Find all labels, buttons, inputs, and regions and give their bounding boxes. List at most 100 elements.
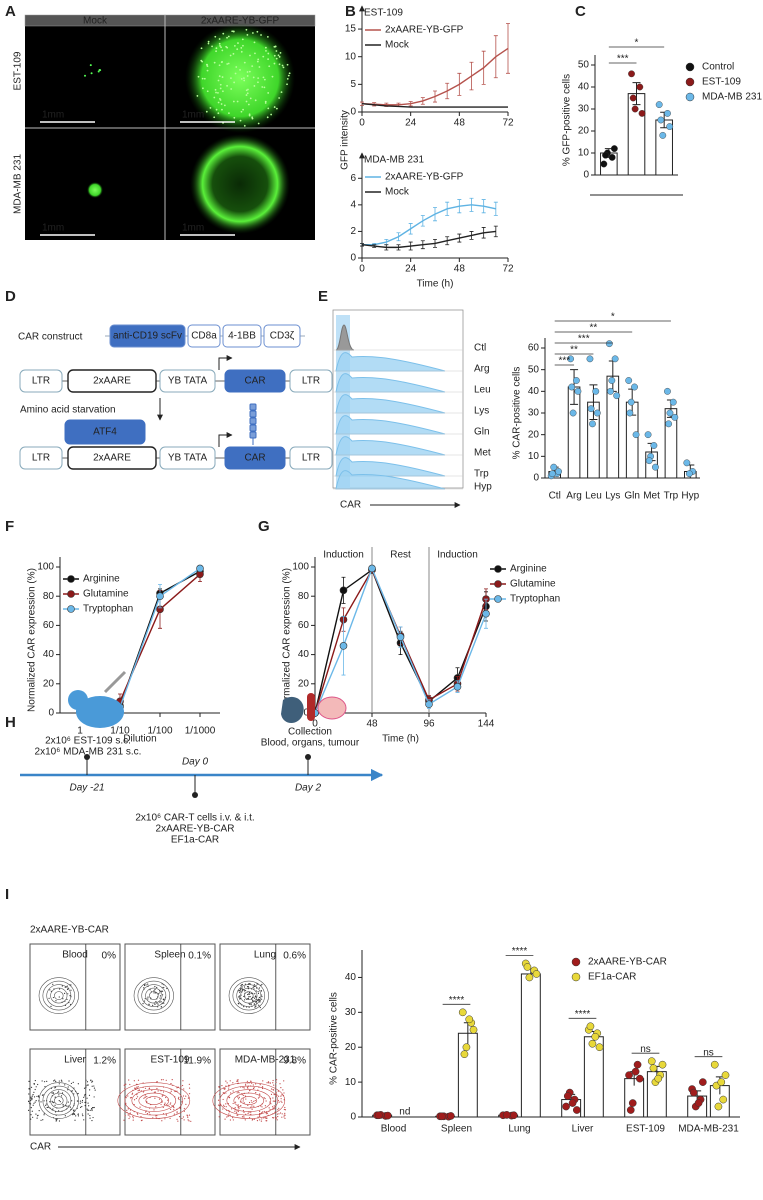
flow-event: [81, 1099, 84, 1102]
cassette-box: [159, 369, 216, 393]
flow-event: [137, 1086, 139, 1088]
gfp-dot: [241, 38, 244, 41]
flow-event: [274, 1100, 276, 1102]
gfp-dot: [243, 124, 246, 127]
error-bar: [408, 101, 413, 107]
flow-event: [28, 1093, 30, 1095]
panel-letter: F: [5, 518, 14, 535]
flow-event: [219, 1111, 221, 1114]
flow-event: [284, 1109, 287, 1111]
flow-event: [249, 996, 251, 998]
flow-event: [91, 1085, 93, 1087]
flow-event: [132, 1115, 134, 1118]
gfp-dot: [207, 42, 210, 45]
x-tick-label: 0: [312, 719, 318, 730]
flow-event: [260, 994, 263, 996]
timeline-dot: [84, 754, 90, 760]
flow-event: [93, 1085, 95, 1087]
significance-label: ****: [449, 995, 465, 1006]
flow-event: [58, 1120, 61, 1122]
flow-event: [129, 1083, 131, 1086]
legend-marker: [494, 595, 502, 603]
y-tick-label: 20: [528, 429, 540, 440]
panel-letter: D: [5, 288, 16, 305]
flow-event: [257, 1116, 259, 1118]
x-tick-label: 1/1000: [185, 726, 216, 737]
data-point: [613, 392, 621, 400]
flow-event: [157, 1003, 159, 1005]
flow-event: [184, 1098, 186, 1100]
flow-event: [66, 998, 68, 1001]
flow-event: [278, 1095, 280, 1097]
cassette-box: [67, 369, 157, 393]
flow-event: [181, 1084, 184, 1087]
flow-event: [218, 1086, 220, 1088]
data-point: [694, 1099, 703, 1107]
data-point: [625, 1071, 633, 1079]
flow-tile: [29, 943, 121, 1031]
flow-event: [83, 1087, 86, 1089]
data-point: [636, 83, 644, 91]
flow-event: [244, 1083, 247, 1085]
mouse-icon: [68, 690, 88, 710]
track-label: Lys: [474, 406, 489, 417]
gfp-dot: [251, 32, 254, 34]
error-bar: [445, 201, 450, 216]
gfp-dot: [231, 30, 234, 33]
gfp-dot: [268, 65, 271, 68]
data-point: [532, 970, 541, 978]
legend-label: Arginine: [83, 574, 120, 585]
flow-event: [86, 1097, 88, 1099]
data-point: [631, 1067, 640, 1076]
factor-box: [64, 419, 146, 445]
x-tick-label: MDA-MB-231: [678, 1124, 739, 1135]
flow-event: [254, 993, 256, 995]
flow-event: [234, 1110, 236, 1112]
flow-event: [71, 1100, 73, 1102]
gfp-dot: [99, 69, 102, 72]
data-point: [683, 459, 691, 467]
flow-contour: [42, 1085, 76, 1116]
flow-event: [166, 987, 168, 990]
flow-event: [246, 986, 249, 988]
gfp-dot: [205, 110, 208, 113]
gfp-dot: [211, 45, 213, 48]
flow-event: [55, 1118, 57, 1120]
flow-event: [176, 1112, 178, 1114]
x-tick-label: Liver: [572, 1124, 594, 1135]
flow-event: [50, 1005, 52, 1007]
x-tick-label: Ctl: [549, 491, 561, 502]
gfp-dot: [234, 72, 237, 75]
cassette-label: CAR: [244, 453, 265, 464]
flow-event: [157, 1090, 159, 1092]
flow-contour: [233, 1092, 265, 1109]
collection-detail: Blood, organs, tumour: [261, 738, 360, 749]
gfp-dot: [228, 112, 230, 114]
gfp-dot: [266, 35, 269, 38]
flow-event: [245, 1113, 247, 1115]
flow-plot-name: Lung: [254, 950, 276, 961]
flow-event: [62, 1103, 64, 1106]
flow-event: [152, 1004, 154, 1006]
flow-contour: [50, 1092, 68, 1109]
data-point: [647, 1057, 656, 1066]
flow-contour: [46, 984, 72, 1007]
data-point: [602, 151, 609, 159]
flow-event: [247, 1087, 249, 1089]
legend-marker: [494, 580, 502, 588]
error-bar: [445, 236, 450, 246]
flow-event: [242, 1100, 244, 1102]
flow-event: [242, 1098, 245, 1100]
gfp-dot: [232, 52, 235, 55]
data-point: [437, 1112, 446, 1121]
flow-event: [260, 998, 263, 1000]
flow-event: [255, 985, 257, 987]
flow-event: [229, 1080, 231, 1082]
flow-event: [154, 1003, 156, 1006]
gfp-dot: [273, 62, 276, 65]
cassette-label: LTR: [32, 376, 50, 387]
gfp-dot: [209, 107, 212, 109]
gfp-dot: [251, 65, 254, 68]
row-label: EST-109: [13, 51, 24, 90]
cassette-box: [289, 369, 333, 393]
